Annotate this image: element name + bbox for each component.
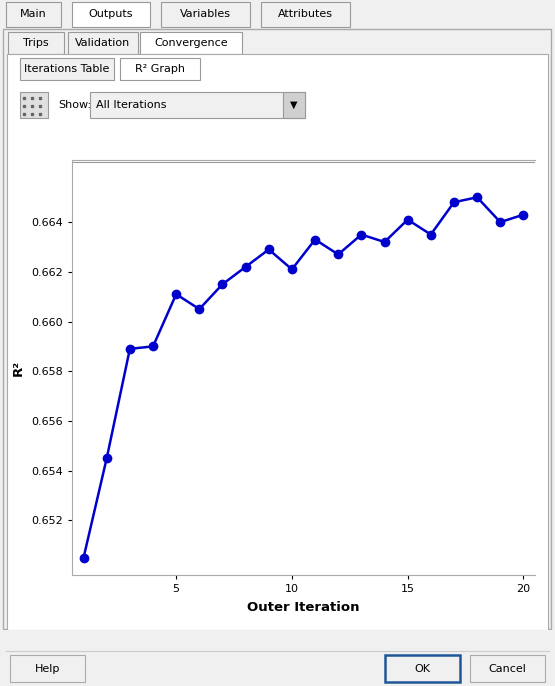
Bar (10, 655, 85, 682)
Text: R² Graph: R² Graph (135, 64, 185, 74)
Bar (20, 92, 48, 118)
Text: Iterations Table: Iterations Table (24, 64, 110, 74)
Bar (161, 2, 250, 27)
Bar (385, 655, 460, 682)
Bar (8, 32, 64, 54)
X-axis label: Outer Iteration: Outer Iteration (247, 601, 360, 614)
Bar (68, 32, 138, 54)
Text: Outputs: Outputs (89, 10, 133, 19)
Bar (6, 2, 61, 27)
Text: Cancel: Cancel (488, 663, 527, 674)
Text: Main: Main (20, 10, 47, 19)
Text: All Iterations: All Iterations (96, 100, 166, 110)
Text: Convergence: Convergence (154, 38, 228, 48)
Bar (283, 92, 305, 118)
Text: Variables: Variables (180, 10, 231, 19)
Text: OK: OK (415, 663, 431, 674)
Text: Show:: Show: (58, 100, 91, 110)
Bar (20, 58, 114, 80)
Bar (470, 655, 545, 682)
Text: ▼: ▼ (290, 100, 297, 110)
Bar (72, 2, 150, 27)
Y-axis label: R²: R² (11, 359, 24, 375)
Bar (140, 32, 242, 54)
Text: Help: Help (35, 663, 60, 674)
Text: Trips: Trips (23, 38, 49, 48)
Bar (90, 92, 305, 118)
Bar (261, 2, 350, 27)
Bar (120, 58, 200, 80)
Text: Attributes: Attributes (278, 10, 333, 19)
Text: Validation: Validation (75, 38, 130, 48)
